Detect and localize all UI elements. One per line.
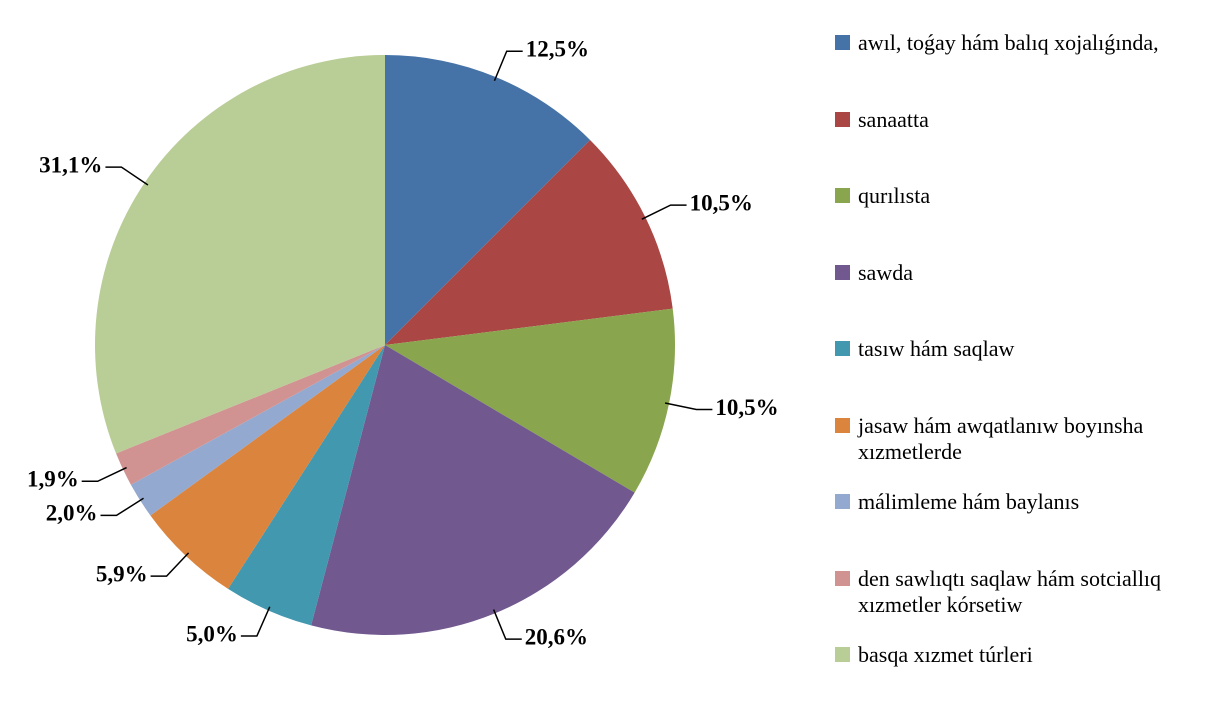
leader-line	[100, 497, 144, 517]
legend-label: awıl, toǵay hám balıq xojalıǵında,	[858, 30, 1159, 55]
data-label: 2,0%	[46, 501, 98, 526]
legend-label: tasıw hám saqlaw	[858, 336, 1015, 361]
leader-line	[81, 466, 127, 483]
legend-label: qurılısta	[858, 183, 931, 208]
pie-slice	[385, 308, 675, 493]
legend-swatch	[835, 111, 850, 127]
legend-item: awıl, toǵay hám balıq xojalıǵında,	[835, 30, 1220, 56]
pie-slice	[95, 55, 385, 454]
pie-slice	[116, 345, 386, 485]
legend-label: den sawlıqtı saqlaw hám sotciallıq xızme…	[858, 565, 1162, 617]
legend-item: jasaw hám awqatlanıw boyınsha xızmetlerd…	[835, 413, 1220, 465]
legend-item: den sawlıqtı saqlaw hám sotciallıq xızme…	[835, 566, 1220, 618]
legend-swatch	[835, 188, 850, 203]
pie-slice	[150, 345, 385, 589]
legend-swatch	[835, 570, 850, 586]
legend-label: sanaatta	[858, 106, 929, 132]
legend-item: sanaatta	[835, 107, 1220, 133]
legend-swatch	[835, 341, 850, 356]
legend-swatch	[835, 35, 850, 50]
data-label: 20,6%	[525, 624, 588, 649]
legend-swatch	[835, 417, 850, 433]
pie-slice	[385, 55, 591, 345]
legend-label: jasaw hám awqatlanıw boyınsha xızmetlerd…	[858, 412, 1144, 464]
pie-slice	[385, 139, 673, 345]
leader-line	[641, 204, 687, 220]
pie-slice	[311, 345, 635, 635]
data-label: 10,5%	[715, 395, 778, 420]
pie-slice	[228, 345, 385, 626]
legend-item: basqa xızmet túrleri	[835, 642, 1220, 668]
leader-line	[492, 609, 522, 640]
legend-item: málimleme hám baylanıs	[835, 489, 1220, 515]
legend-swatch	[835, 264, 850, 280]
data-label: 31,1%	[39, 152, 102, 177]
legend-label: málimleme hám baylanıs	[858, 489, 1080, 514]
data-label: 12,5%	[526, 36, 589, 61]
leader-line	[664, 402, 713, 411]
data-label: 5,9%	[96, 561, 148, 586]
pie-slice	[130, 345, 385, 516]
legend-label: basqa xızmet túrleri	[858, 642, 1033, 667]
leader-line	[493, 50, 523, 82]
legend-item: qurılısta	[835, 183, 1220, 209]
data-label: 1,9%	[27, 467, 79, 492]
legend-label: sawda	[858, 259, 913, 285]
data-label: 5,0%	[186, 621, 238, 646]
legend-swatch	[835, 494, 850, 509]
legend-item: sawda	[835, 260, 1220, 286]
leader-line	[240, 606, 271, 637]
legend-item: tasıw hám saqlaw	[835, 336, 1220, 362]
data-label: 10,5%	[690, 190, 753, 215]
leader-line	[150, 552, 190, 577]
leader-line	[105, 166, 149, 186]
pie-area: 12,5% 10,5% 10,5% 20,6% 5,0% 5,9% 2,0% 1,9% 31,1…	[27, 36, 779, 649]
legend-swatch	[835, 647, 850, 662]
